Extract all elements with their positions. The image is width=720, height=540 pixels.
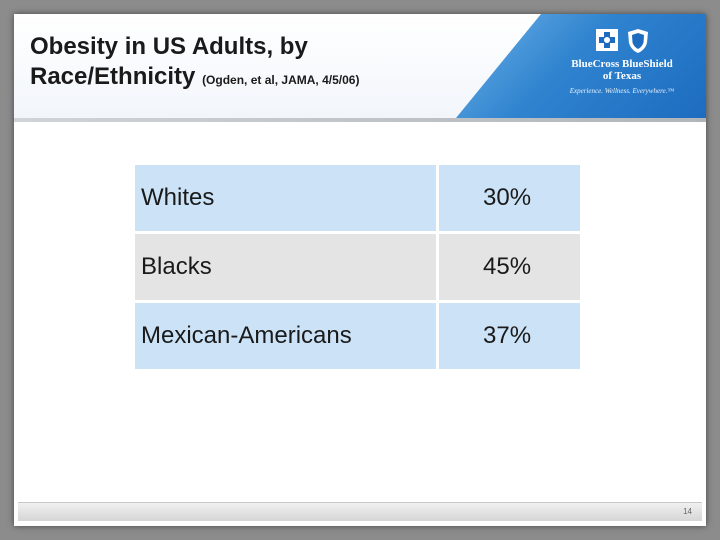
header-divider [14, 118, 706, 122]
logo-name-line-2: of Texas [602, 70, 642, 82]
row-value: 37% [439, 303, 580, 369]
logo-name: BlueCross BlueShield of Texas [552, 58, 692, 82]
page-number: 14 [683, 507, 692, 516]
title-line-1: Obesity in US Adults, by [30, 33, 308, 60]
logo-tagline: Experience. Wellness. Everywhere.™ [569, 87, 675, 95]
slide-footer: 14 [18, 502, 702, 521]
title-citation: (Ogden, et al, JAMA, 4/5/06) [202, 73, 360, 87]
bcbs-logo: BlueCross BlueShield of Texas Experience… [552, 28, 692, 108]
table-row: Blacks 45% [135, 234, 580, 300]
row-label: Mexican-Americans [135, 303, 436, 369]
logo-name-line-1: BlueCross BlueShield [571, 58, 673, 70]
obesity-table: Whites 30% Blacks 45% Mexican-Americans … [132, 162, 583, 372]
row-label: Blacks [135, 234, 436, 300]
cross-icon [596, 29, 618, 51]
table-row: Whites 30% [135, 165, 580, 231]
title-line-2: Race/Ethnicity [30, 63, 196, 90]
table-row: Mexican-Americans 37% [135, 303, 580, 369]
shield-icon [628, 29, 648, 53]
row-value: 45% [439, 234, 580, 300]
slide-title: Obesity in US Adults, by Race/Ethnicity … [30, 32, 359, 95]
slide: Obesity in US Adults, by Race/Ethnicity … [14, 14, 706, 526]
logo-emblems [552, 28, 692, 54]
row-value: 30% [439, 165, 580, 231]
row-label: Whites [135, 165, 436, 231]
